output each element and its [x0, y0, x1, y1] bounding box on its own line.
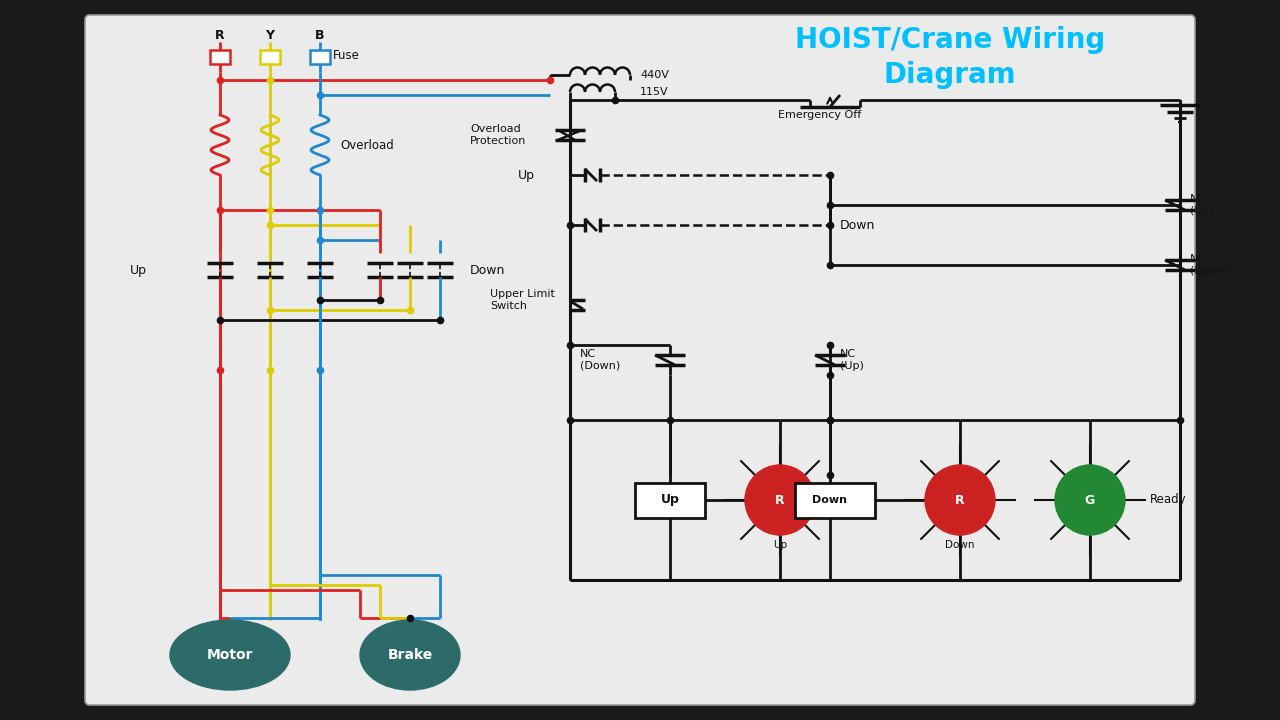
Text: Motor: Motor	[207, 648, 253, 662]
Text: NC
(Up): NC (Up)	[1190, 194, 1213, 216]
FancyBboxPatch shape	[635, 483, 705, 518]
Text: R: R	[955, 493, 965, 506]
Text: Down: Down	[470, 264, 506, 276]
Ellipse shape	[170, 620, 291, 690]
Text: Ready: Ready	[1149, 493, 1187, 506]
Text: G: G	[1085, 493, 1096, 506]
Text: Up: Up	[131, 264, 147, 276]
Text: 440V: 440V	[640, 70, 669, 80]
FancyBboxPatch shape	[210, 50, 230, 64]
Circle shape	[925, 465, 995, 535]
Text: R: R	[776, 493, 785, 506]
Text: Down: Down	[840, 218, 876, 232]
FancyBboxPatch shape	[84, 15, 1196, 705]
Text: HOIST/Crane Wiring: HOIST/Crane Wiring	[795, 26, 1105, 54]
Ellipse shape	[360, 620, 460, 690]
FancyBboxPatch shape	[310, 50, 330, 64]
Text: R: R	[215, 29, 225, 42]
Text: Up: Up	[518, 168, 535, 181]
Text: Up: Up	[660, 493, 680, 506]
Circle shape	[1055, 465, 1125, 535]
Text: Upper Limit
Switch: Upper Limit Switch	[490, 289, 554, 311]
Text: NC
(Down): NC (Down)	[580, 349, 621, 371]
FancyBboxPatch shape	[795, 483, 876, 518]
Text: Up: Up	[773, 540, 787, 550]
Text: Diagram: Diagram	[883, 61, 1016, 89]
Text: B: B	[315, 29, 325, 42]
Text: NC
(Down): NC (Down)	[1190, 254, 1230, 276]
Circle shape	[745, 465, 815, 535]
Text: Y: Y	[265, 29, 274, 42]
Text: Down: Down	[945, 540, 975, 550]
Text: Fuse: Fuse	[333, 48, 360, 61]
Text: Emergency Off: Emergency Off	[778, 110, 861, 120]
Text: Overload: Overload	[340, 138, 394, 151]
Text: Down: Down	[813, 495, 847, 505]
Text: Brake: Brake	[388, 648, 433, 662]
Text: 115V: 115V	[640, 87, 668, 97]
Text: NC
(Up): NC (Up)	[840, 349, 864, 371]
FancyBboxPatch shape	[260, 50, 280, 64]
Text: Overload
Protection: Overload Protection	[470, 125, 526, 145]
